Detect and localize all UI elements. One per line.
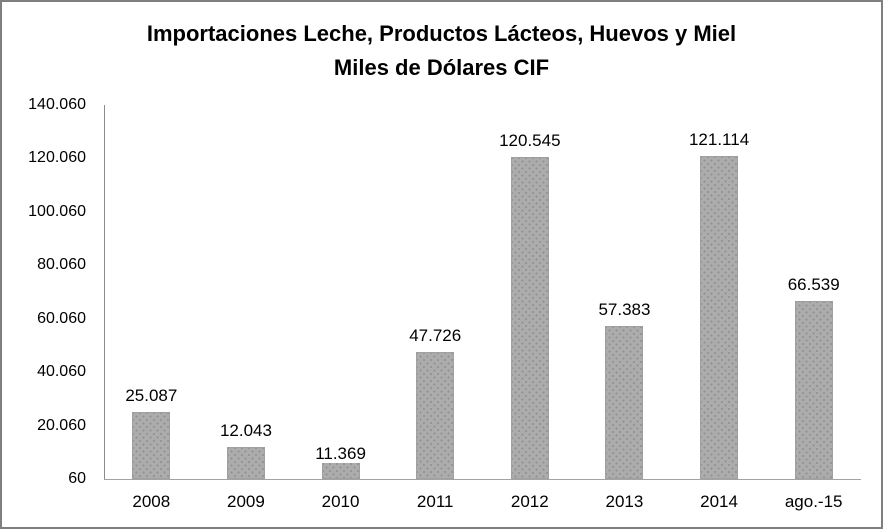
bar-value-label: 120.545 [497,131,563,151]
bar-value-label: 25.087 [123,386,180,406]
bar-value-label: 57.383 [596,299,653,319]
y-axis-tick-label: 140.060 [28,96,86,113]
x-axis-category-label: 2009 [227,492,265,511]
chart-title-line1: Importaciones Leche, Productos Lácteos, … [146,21,737,46]
x-axis-category-label: 2011 [416,492,454,511]
bar [510,157,549,479]
y-axis-line [104,105,105,480]
x-axis-category-label: 2010 [321,492,360,511]
y-axis-tick-label: 100.060 [28,202,86,220]
y-axis-labels: 140.060 120.060 100.060 80.060 60.060 40.060 2… [2,2,86,527]
x-axis-line [104,479,861,480]
bar-value-label: 47.726 [407,325,464,345]
bar-value-label: 11.369 [313,443,368,463]
bar [794,301,833,479]
y-axis-tick-label: 80.060 [37,256,86,274]
bar [226,446,265,479]
y-axis-tick-label: 120.060 [28,149,86,167]
y-axis-tick-label: 60 [68,470,86,487]
bar-value-label: 121.114 [686,129,752,149]
x-axis-category-label: 2008 [132,492,171,511]
y-axis-tick-label: 20.060 [37,416,86,434]
chart-title-line2: Miles de Dólares CIF [333,55,550,80]
bar [132,412,171,479]
x-axis-category-label: ago.-15 [784,492,843,511]
y-axis-tick-label: 60.060 [37,309,86,327]
x-axis-category-label: 2012 [510,492,549,511]
bar [605,325,644,479]
bar-value-label: 66.539 [785,275,842,295]
chart-title: Importaciones Leche, Productos Lácteos, … [2,17,881,85]
x-axis-category-label: 2013 [605,492,644,511]
bar [700,155,739,479]
bar [416,351,455,479]
y-axis-tick-label: 40.060 [37,363,86,381]
x-axis-category-label: 2014 [700,492,738,511]
bar-value-label: 12.043 [217,420,274,440]
